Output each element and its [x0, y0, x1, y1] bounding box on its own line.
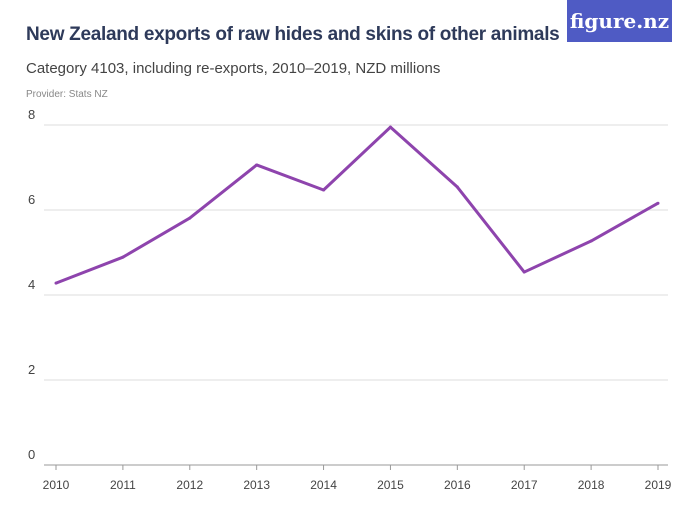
x-tick-label: 2013	[243, 478, 270, 492]
data-point	[54, 281, 58, 285]
x-tick-label: 2012	[176, 478, 203, 492]
chart-subtitle: Category 4103, including re-exports, 201…	[26, 60, 441, 77]
data-point	[255, 163, 259, 167]
x-tick-label: 2019	[645, 478, 672, 492]
figure-nz-logo[interactable]: figure.nz	[567, 0, 672, 42]
x-tick-label: 2010	[43, 478, 70, 492]
provider-label: Provider: Stats NZ	[26, 89, 108, 100]
data-point	[121, 255, 125, 259]
x-tick-label: 2014	[310, 478, 337, 492]
data-point	[522, 270, 526, 274]
y-tick-label: 2	[28, 362, 35, 377]
chart-title: New Zealand exports of raw hides and ski…	[26, 24, 560, 45]
data-point	[188, 216, 192, 220]
data-point	[322, 188, 326, 192]
data-line	[55, 125, 659, 285]
data-point	[455, 185, 459, 189]
data-point	[656, 201, 660, 205]
data-point	[388, 125, 392, 129]
y-tick-label: 6	[28, 192, 35, 207]
y-tick-label: 4	[28, 277, 35, 292]
x-tick-label: 2015	[377, 478, 404, 492]
x-tick-label: 2017	[511, 478, 538, 492]
x-tick-label: 2011	[110, 478, 136, 492]
x-tick-label: 2018	[578, 478, 605, 492]
y-tick-label: 8	[28, 107, 35, 122]
x-tick-label: 2016	[444, 478, 471, 492]
y-tick-label: 0	[28, 447, 35, 462]
data-point	[589, 239, 593, 243]
